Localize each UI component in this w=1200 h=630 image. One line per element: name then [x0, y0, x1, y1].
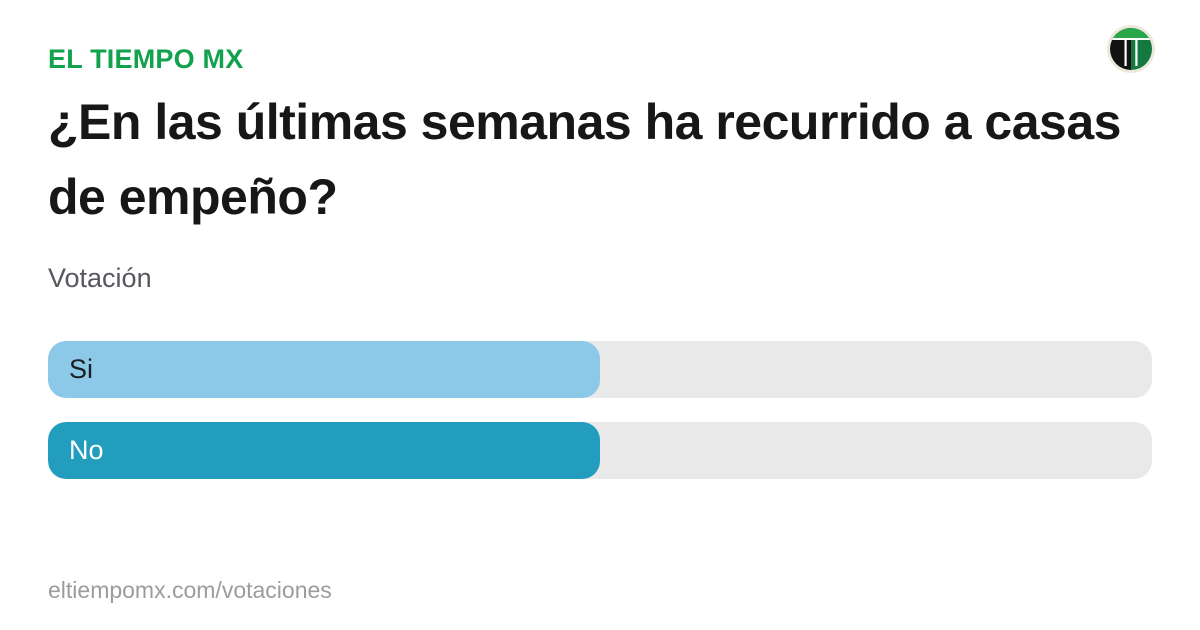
t-logo-icon [1107, 25, 1155, 73]
logo-stem-gap-right [1135, 40, 1138, 66]
logo-crossbar-gap [1110, 38, 1152, 40]
brand-name: EL TIEMPO MX [48, 44, 244, 74]
poll-question: ¿En las últimas semanas ha recurrido a c… [48, 94, 1121, 225]
brand-logo [1107, 25, 1155, 73]
poll-option-no[interactable]: No [48, 422, 1152, 479]
poll-option-si-fill: Si [48, 341, 600, 398]
footer-url: eltiempomx.com/votaciones [48, 577, 332, 603]
poll-option-si[interactable]: Si [48, 341, 1152, 398]
poll-option-no-fill: No [48, 422, 600, 479]
logo-stem-gap-left [1124, 40, 1127, 66]
poll-option-si-label: Si [69, 354, 94, 384]
poll-options: Si No [48, 341, 1152, 479]
poll-option-no-label: No [69, 435, 104, 465]
logo-top-arc [1110, 28, 1152, 38]
poll-section-label: Votación [48, 263, 152, 293]
